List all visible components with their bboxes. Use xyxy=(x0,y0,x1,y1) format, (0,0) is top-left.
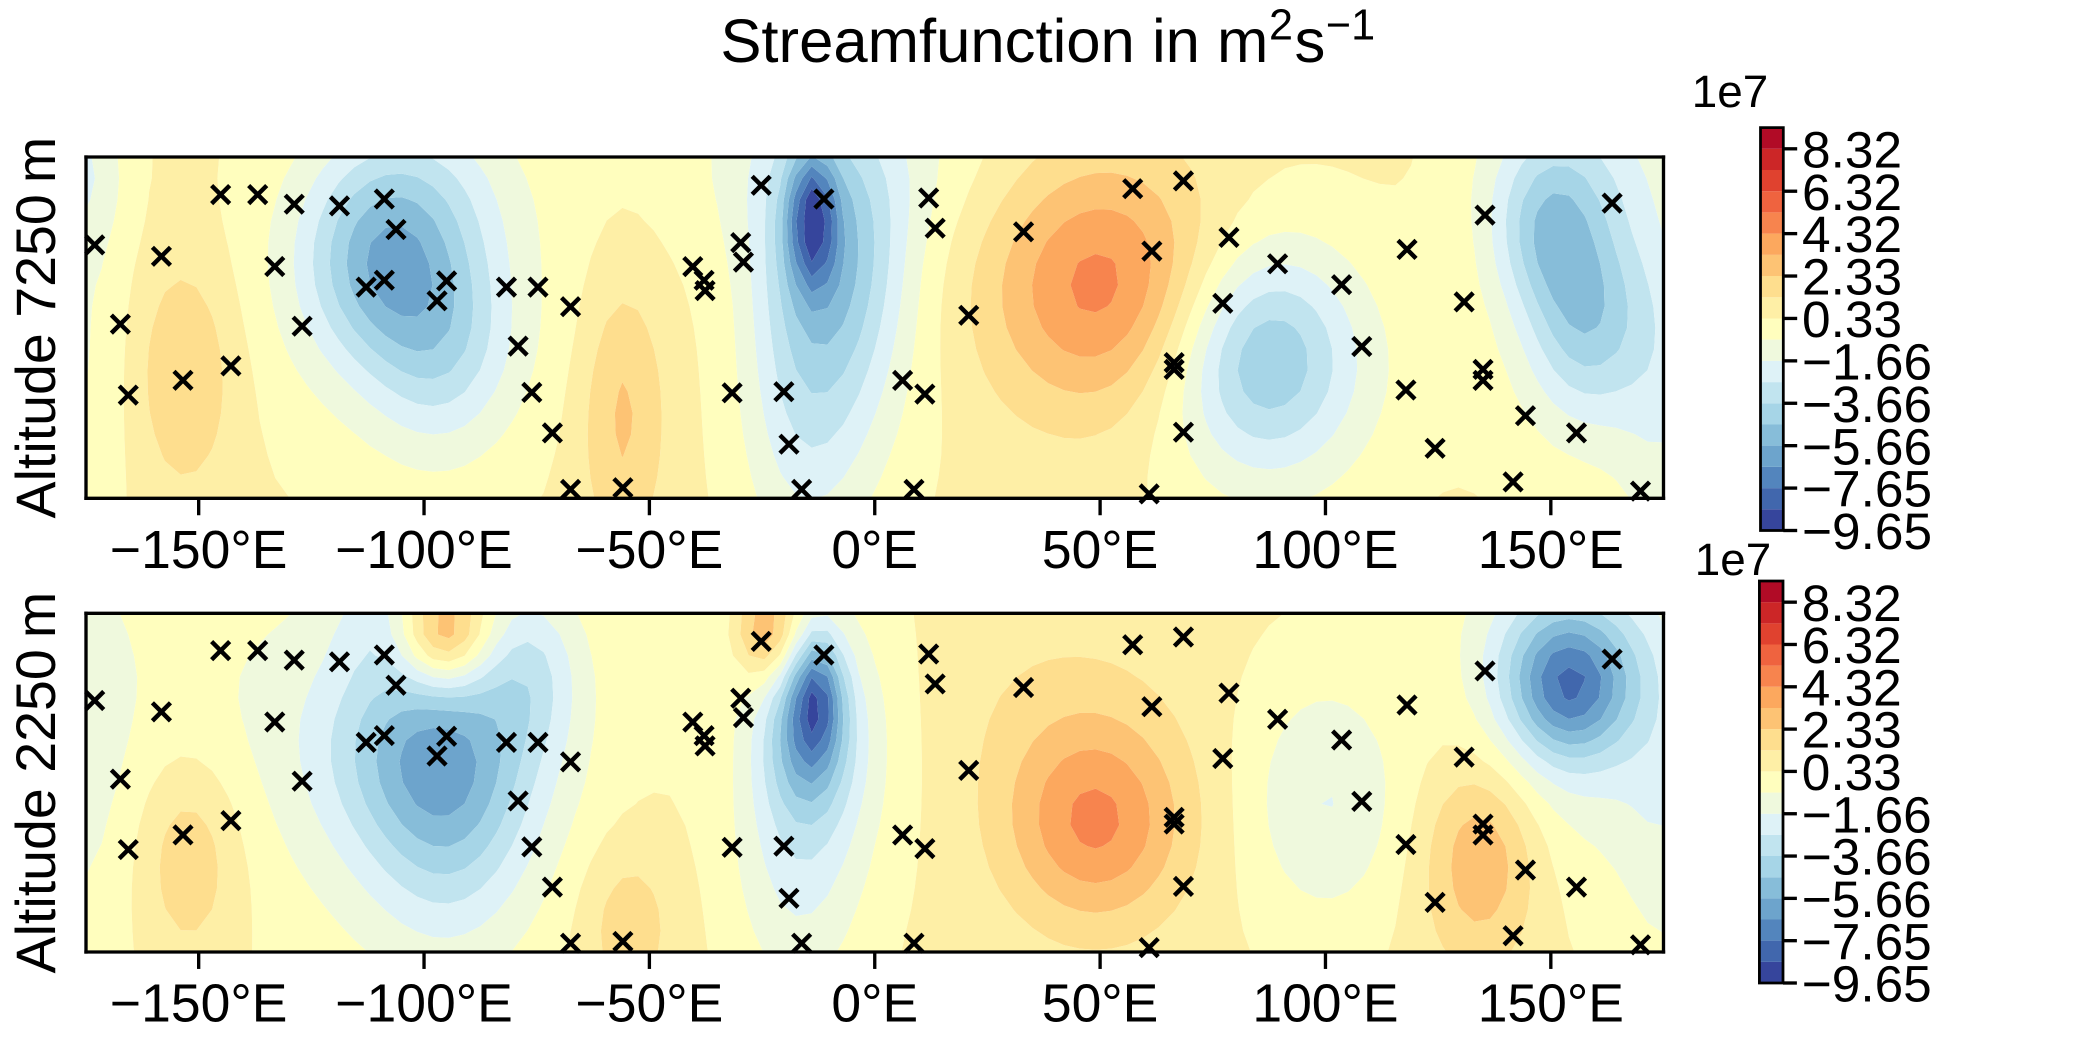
svg-text:−50°E: −50°E xyxy=(576,521,724,580)
svg-text:−9.65: −9.65 xyxy=(1802,955,1932,1013)
svg-text:Altitude 7250 m: Altitude 7250 m xyxy=(5,137,67,519)
svg-text:−9.65: −9.65 xyxy=(1802,502,1932,560)
svg-text:2.33: 2.33 xyxy=(1802,248,1902,306)
svg-text:Altitude 2250 m: Altitude 2250 m xyxy=(5,592,67,974)
svg-text:S t r e a: S t r e a m f u n c t i o n i n m s 2 − … xyxy=(720,2,1375,77)
svg-text:4.32: 4.32 xyxy=(1802,205,1902,263)
svg-text:6.32: 6.32 xyxy=(1802,616,1902,674)
svg-text:0°E: 0°E xyxy=(831,521,918,580)
svg-text:150°E: 150°E xyxy=(1478,975,1624,1034)
svg-text:2.33: 2.33 xyxy=(1802,701,1902,759)
svg-text:−100°E: −100°E xyxy=(335,975,512,1034)
svg-text:50°E: 50°E xyxy=(1042,975,1159,1034)
svg-text:8.32: 8.32 xyxy=(1802,574,1902,632)
svg-text:−100°E: −100°E xyxy=(335,521,512,580)
svg-text:−7.65: −7.65 xyxy=(1802,460,1932,518)
svg-text:−7.65: −7.65 xyxy=(1802,912,1932,970)
svg-text:−50°E: −50°E xyxy=(576,975,724,1034)
svg-text:100°E: 100°E xyxy=(1252,521,1398,580)
svg-text:100°E: 100°E xyxy=(1252,975,1398,1034)
svg-text:0.33: 0.33 xyxy=(1802,743,1902,801)
svg-text:−5.66: −5.66 xyxy=(1802,417,1932,475)
svg-text:1e7: 1e7 xyxy=(1692,66,1768,117)
svg-text:150°E: 150°E xyxy=(1478,521,1624,580)
svg-text:50°E: 50°E xyxy=(1042,521,1159,580)
svg-text:−150°E: −150°E xyxy=(110,975,287,1034)
svg-text:−1.66: −1.66 xyxy=(1802,785,1932,843)
svg-text:6.32: 6.32 xyxy=(1802,163,1902,221)
svg-text:−5.66: −5.66 xyxy=(1802,870,1932,928)
svg-text:−1.66: −1.66 xyxy=(1802,332,1932,390)
svg-text:−3.66: −3.66 xyxy=(1802,828,1932,886)
svg-text:0.33: 0.33 xyxy=(1802,290,1902,348)
svg-text:4.32: 4.32 xyxy=(1802,658,1902,716)
svg-text:8.32: 8.32 xyxy=(1802,120,1902,178)
svg-text:0°E: 0°E xyxy=(831,975,918,1034)
svg-text:−3.66: −3.66 xyxy=(1802,375,1932,433)
svg-text:−150°E: −150°E xyxy=(110,521,287,580)
svg-text:1e7: 1e7 xyxy=(1695,534,1771,585)
